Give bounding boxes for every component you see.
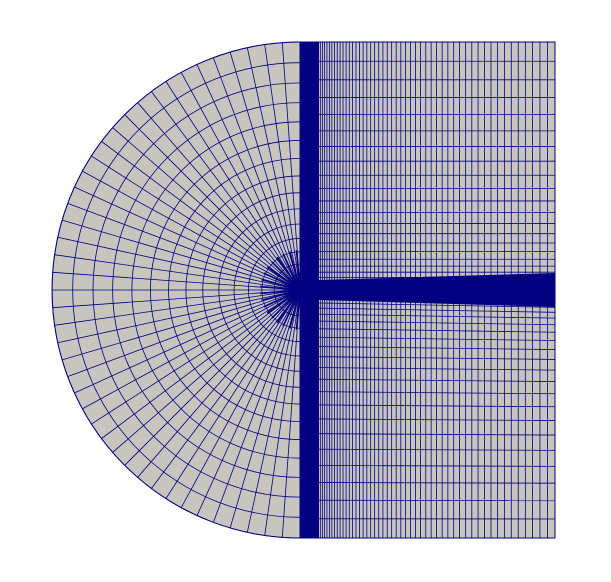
radial-fan-line [288,251,301,291]
mesh-spoke-line [281,289,301,538]
mesh-spoke-line [52,289,301,309]
mesh-spoke-line [52,271,301,291]
mesh-spoke-line [112,289,301,453]
mesh-spoke-line [91,155,301,291]
mesh-spoke-line [165,289,301,499]
mesh-spoke-line [67,202,301,291]
radial-fan-line [288,289,301,329]
mesh-horizontal-line [299,418,556,421]
mesh-spoke-line [137,289,301,478]
mesh-horizontal-line [299,313,556,319]
mesh-spoke-line [180,72,301,291]
mesh-horizontal-line [299,499,556,502]
mesh-spoke-line [229,289,301,529]
mesh-horizontal-line [299,328,556,333]
mesh-spoke-line [165,81,301,291]
mesh-spoke-line [281,42,301,291]
mesh-horizontal-line [299,433,556,436]
mesh-spoke-line [196,289,301,516]
mesh-spoke-line [61,289,301,361]
mesh-spoke-line [54,289,301,326]
mesh-spoke-line [67,289,301,378]
mesh-spoke-line [74,289,301,394]
mesh-spoke-line [229,51,301,291]
mesh-horizontal-line [299,320,556,326]
mesh-spoke-line [112,127,301,291]
mesh-horizontal-line [299,336,556,341]
radial-fan-line [295,250,301,291]
mesh-horizontal-line [299,448,556,451]
mesh-spoke-line [101,289,301,439]
downstream-block-outline [299,41,556,539]
mesh-spoke-line [151,91,301,291]
mesh-line-group [51,41,556,539]
mesh-spoke-line [82,289,301,410]
mesh-spoke-line [212,289,301,523]
mesh-spoke-line [264,44,301,291]
mesh-spoke-line [124,114,301,291]
mesh-spoke-line [82,170,301,291]
mesh-spoke-line [61,219,301,291]
mesh-spoke-line [124,289,301,466]
mesh-spoke-line [246,47,301,291]
mesh-horizontal-line [299,404,556,408]
radial-fan-line [276,256,301,291]
mesh-spoke-line [196,64,301,291]
mesh-horizontal-line [299,366,556,371]
radial-fan-line [276,289,301,324]
mesh-spoke-line [57,289,301,344]
radial-fan-line [295,289,301,330]
mesh-spoke-line [151,289,301,489]
mesh-spoke-line [264,289,301,536]
mesh-horizontal-line [299,302,556,308]
mesh-spoke-line [101,141,301,291]
mesh-spoke-line [180,289,301,508]
mesh-spoke-line [54,254,301,291]
leading-edge-focus [291,285,301,295]
mesh-horizontal-line [299,356,556,360]
radial-fan-line [282,253,301,291]
dense-horizontal-wake-band [292,273,555,307]
mesh-horizontal-line [299,378,556,382]
mesh-spoke-line [91,289,301,425]
radial-fan-line [282,289,301,327]
mesh-horizontal-line [299,464,556,467]
mesh-spoke-line [212,57,301,291]
inlet-arc-outline [51,41,301,539]
mesh-horizontal-line [299,482,556,484]
mesh-spoke-line [74,186,301,291]
mesh-horizontal-line [299,391,556,395]
mesh-spoke-line [137,102,301,291]
mesh-horizontal-line [299,345,556,350]
mesh-spoke-line [57,236,301,291]
mesh-spoke-line [246,289,301,533]
mesh-horizontal-line [299,307,556,313]
